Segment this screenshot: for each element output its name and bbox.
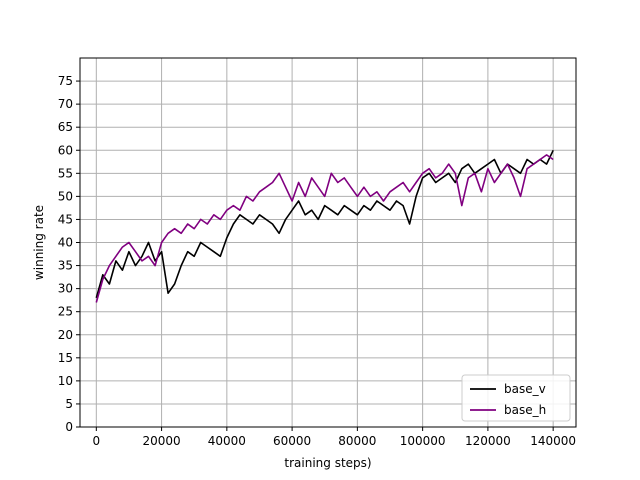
y-tick-label: 5 [65,397,73,411]
series-line-base-v [95,149,554,299]
y-tick-label: 20 [58,328,73,342]
y-tick-label: 75 [58,74,73,88]
y-tick-label: 50 [58,189,73,203]
y-tick-label: 10 [58,374,73,388]
legend-label: base_h [504,403,546,417]
y-tick-label: 30 [58,282,73,296]
x-tick-label: 100000 [400,434,446,448]
series-line-base-h [95,154,554,303]
y-tick-label: 60 [58,143,73,157]
y-tick-label: 45 [58,212,73,226]
y-tick-label: 40 [58,236,73,250]
y-axis-label: winning rate [32,205,46,280]
x-tick-label: 20000 [142,434,180,448]
x-axis-label: training steps) [284,456,371,470]
x-tick-label: 60000 [273,434,311,448]
y-tick-label: 65 [58,120,73,134]
y-tick-label: 55 [58,166,73,180]
y-tick-label: 35 [58,259,73,273]
x-tick-label: 140000 [530,434,576,448]
y-tick-label: 70 [58,97,73,111]
series-group [95,149,554,303]
x-tick-label: 0 [92,434,100,448]
x-tick-label: 80000 [338,434,376,448]
y-tick-label: 15 [58,351,73,365]
y-tick-label: 0 [65,420,73,434]
legend-label: base_v [504,382,546,396]
legend: base_v base_h [461,374,571,422]
x-tick-label: 40000 [208,434,246,448]
y-tick-label: 25 [58,305,73,319]
x-tick-label: 120000 [465,434,511,448]
ticks: 0 20000 40000 60000 80000 100000 120000 140000 0… [58,74,576,448]
